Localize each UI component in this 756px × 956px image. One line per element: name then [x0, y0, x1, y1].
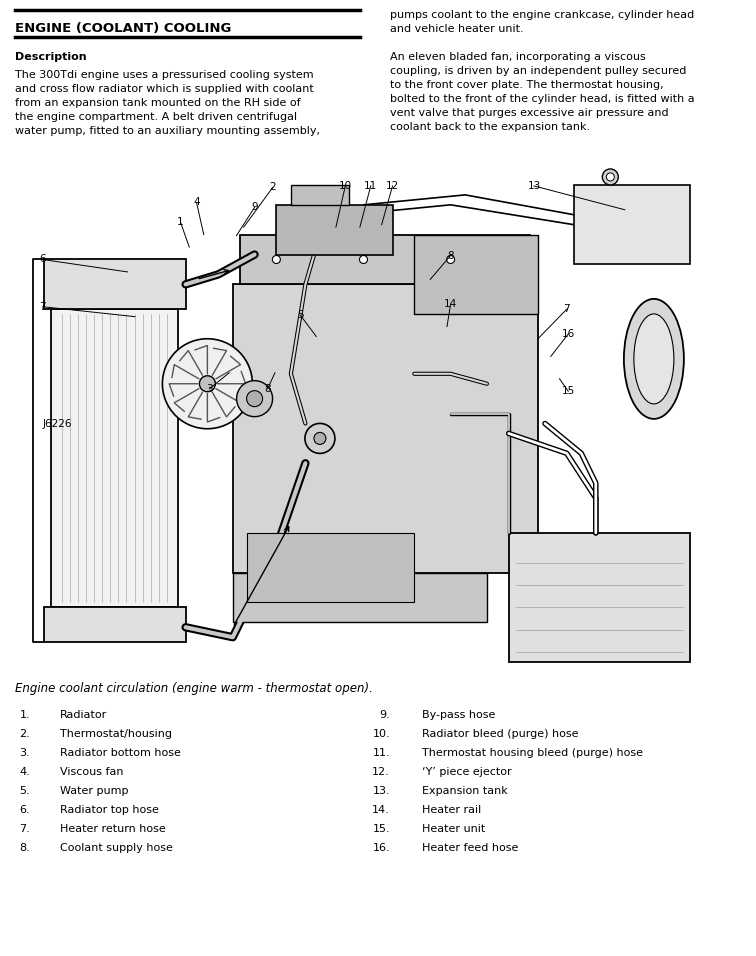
Text: 5.: 5. — [20, 786, 30, 796]
Text: 8.: 8. — [19, 843, 30, 853]
Ellipse shape — [634, 314, 674, 403]
Text: 15.: 15. — [373, 824, 390, 834]
Text: 13.: 13. — [373, 786, 390, 796]
Text: 4.: 4. — [19, 767, 30, 777]
Text: Viscous fan: Viscous fan — [60, 767, 123, 777]
Bar — [240, 234, 531, 284]
Bar — [277, 205, 392, 254]
Text: 11.: 11. — [373, 748, 390, 758]
Text: 9: 9 — [251, 203, 258, 212]
Circle shape — [305, 424, 335, 453]
Text: 3: 3 — [206, 383, 213, 394]
Text: 10: 10 — [339, 181, 352, 191]
Text: 9.: 9. — [380, 710, 390, 720]
Bar — [291, 185, 349, 205]
Circle shape — [360, 255, 367, 264]
Bar — [44, 259, 186, 309]
Circle shape — [272, 255, 280, 264]
Text: J6226: J6226 — [42, 420, 72, 429]
Text: 8: 8 — [448, 250, 454, 261]
Text: Heater feed hose: Heater feed hose — [422, 843, 519, 853]
Text: 4: 4 — [194, 197, 200, 207]
Bar — [233, 284, 538, 573]
Text: 8: 8 — [265, 383, 271, 394]
Text: 15: 15 — [562, 386, 575, 396]
Bar — [414, 234, 538, 315]
Text: 12: 12 — [386, 181, 399, 191]
Bar — [233, 573, 487, 622]
Text: Thermostat housing bleed (purge) hose: Thermostat housing bleed (purge) hose — [422, 748, 643, 758]
Text: Expansion tank: Expansion tank — [422, 786, 508, 796]
Ellipse shape — [624, 299, 684, 419]
Text: An eleven bladed fan, incorporating a viscous
coupling, is driven by an independ: An eleven bladed fan, incorporating a vi… — [390, 52, 695, 132]
Text: 16: 16 — [562, 329, 575, 339]
Text: 6: 6 — [39, 254, 46, 265]
Text: Water pump: Water pump — [60, 786, 129, 796]
Bar — [509, 532, 690, 663]
Text: Description: Description — [15, 52, 87, 62]
Circle shape — [314, 432, 326, 445]
Text: Radiator bleed (purge) hose: Radiator bleed (purge) hose — [422, 729, 578, 739]
Text: 7: 7 — [39, 302, 46, 312]
Text: Engine coolant circulation (engine warm - thermostat open).: Engine coolant circulation (engine warm … — [15, 682, 373, 695]
Text: Radiator: Radiator — [60, 710, 107, 720]
Text: The 300Tdi engine uses a pressurised cooling system
and cross flow radiator whic: The 300Tdi engine uses a pressurised coo… — [15, 70, 320, 136]
Text: Thermostat/housing: Thermostat/housing — [60, 729, 172, 739]
Text: Heater unit: Heater unit — [422, 824, 485, 834]
Text: 16.: 16. — [373, 843, 390, 853]
Text: 7.: 7. — [19, 824, 30, 834]
Text: 10.: 10. — [373, 729, 390, 739]
Circle shape — [447, 255, 454, 264]
Text: 7: 7 — [563, 304, 570, 315]
Text: Coolant supply hose: Coolant supply hose — [60, 843, 173, 853]
Text: 14: 14 — [444, 299, 457, 309]
Text: 12.: 12. — [372, 767, 390, 777]
Text: Radiator bottom hose: Radiator bottom hose — [60, 748, 181, 758]
Text: 13: 13 — [528, 181, 541, 191]
Text: ‘Y’ piece ejector: ‘Y’ piece ejector — [422, 767, 512, 777]
Text: 14.: 14. — [372, 805, 390, 815]
Circle shape — [606, 173, 615, 181]
Text: Heater rail: Heater rail — [422, 805, 482, 815]
Bar — [15, 175, 741, 672]
Circle shape — [200, 376, 215, 392]
Text: Radiator top hose: Radiator top hose — [60, 805, 159, 815]
Bar — [247, 532, 414, 602]
Circle shape — [237, 380, 273, 417]
Text: 11: 11 — [364, 181, 377, 191]
Bar — [44, 607, 186, 642]
Text: ENGINE (COOLANT) COOLING: ENGINE (COOLANT) COOLING — [15, 22, 231, 35]
Text: 1: 1 — [177, 217, 184, 228]
Text: Heater return hose: Heater return hose — [60, 824, 166, 834]
Bar — [574, 185, 690, 265]
Circle shape — [603, 169, 618, 185]
Text: 2.: 2. — [19, 729, 30, 739]
Text: 5: 5 — [297, 310, 304, 320]
Text: 1.: 1. — [20, 710, 30, 720]
Circle shape — [163, 338, 253, 428]
Text: 2: 2 — [269, 183, 276, 192]
Text: 3.: 3. — [20, 748, 30, 758]
Text: By-pass hose: By-pass hose — [422, 710, 495, 720]
Text: pumps coolant to the engine crankcase, cylinder head
and vehicle heater unit.: pumps coolant to the engine crankcase, c… — [390, 10, 694, 34]
Text: 6.: 6. — [20, 805, 30, 815]
Circle shape — [246, 391, 262, 406]
Bar — [51, 309, 178, 607]
